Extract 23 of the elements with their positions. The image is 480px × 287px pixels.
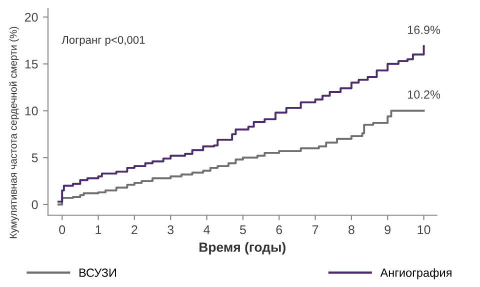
x-tick-label: 5 xyxy=(240,225,246,234)
x-tick-label: 9 xyxy=(384,225,390,234)
y-tick-label: 0 xyxy=(32,200,38,210)
x-tick-label: 8 xyxy=(348,225,354,234)
x-tick-label: 1 xyxy=(96,225,102,234)
annotation: 16.9% xyxy=(408,26,440,34)
x-tick-label: 4 xyxy=(204,225,210,234)
x-tick-label: 7 xyxy=(312,225,318,234)
legend-label: Ангиография xyxy=(380,268,452,280)
legend-label: ВСУЗИ xyxy=(79,268,116,277)
y-tick-label: 5 xyxy=(32,154,38,162)
y-tick-label: 15 xyxy=(25,60,38,69)
x-tick-label: 6 xyxy=(276,225,282,234)
annotation: Логранг p<0,001 xyxy=(62,36,145,46)
x-tick-label: 0 xyxy=(59,225,66,234)
x-axis-title: Время (годы) xyxy=(200,242,286,254)
y-axis-title: Кумулятивная частота сердечной смерти (%) xyxy=(9,26,19,238)
y-tick-label: 20 xyxy=(25,12,38,22)
x-tick-label: 2 xyxy=(132,225,138,234)
y-tick-label: 10 xyxy=(25,106,38,116)
annotation: 10.2% xyxy=(408,90,440,99)
x-tick-label: 3 xyxy=(168,225,174,234)
x-tick-label: 10 xyxy=(418,225,430,234)
